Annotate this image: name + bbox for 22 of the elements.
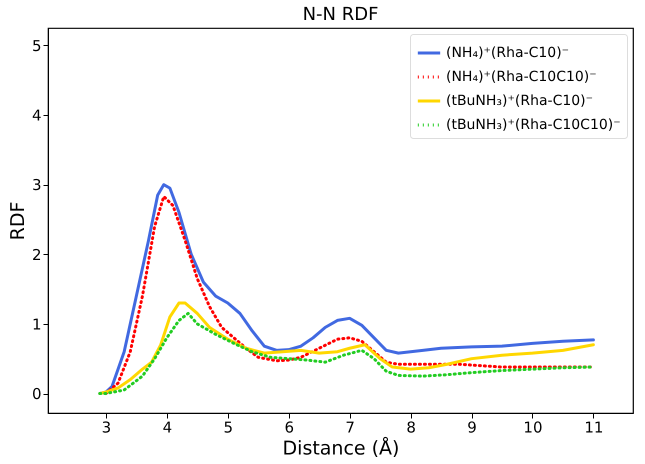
y-tick-label: 5 bbox=[32, 36, 42, 55]
y-tick-label: 1 bbox=[32, 315, 42, 334]
y-tick-label: 0 bbox=[32, 385, 42, 404]
legend-label: (tBuNH₃)⁺(Rha-C10C10)⁻ bbox=[446, 117, 621, 133]
legend-label: (NH₄)⁺(Rha-C10)⁻ bbox=[446, 45, 570, 61]
x-tick-label: 6 bbox=[284, 418, 294, 436]
x-tick-label: 9 bbox=[467, 418, 477, 436]
x-tick-label: 5 bbox=[223, 418, 234, 436]
x-tick-label: 8 bbox=[406, 418, 416, 436]
legend-label: (NH₄)⁺(Rha-C10C10)⁻ bbox=[446, 69, 597, 85]
x-tick-label: 7 bbox=[345, 418, 355, 436]
x-axis-title: Distance (Å) bbox=[282, 436, 400, 460]
y-tick-label: 2 bbox=[32, 246, 42, 264]
legend-label: (tBuNH₃)⁺(Rha-C10)⁻ bbox=[446, 93, 594, 109]
x-tick-label: 11 bbox=[584, 418, 604, 436]
x-tick-label: 3 bbox=[102, 418, 112, 436]
y-tick-label: 3 bbox=[32, 176, 42, 194]
y-axis-title: RDF bbox=[6, 202, 29, 240]
x-tick-label: 4 bbox=[162, 418, 172, 436]
y-tick-label: 4 bbox=[32, 106, 42, 125]
chart-title: N-N RDF bbox=[302, 4, 378, 25]
x-tick-label: 10 bbox=[523, 418, 542, 436]
